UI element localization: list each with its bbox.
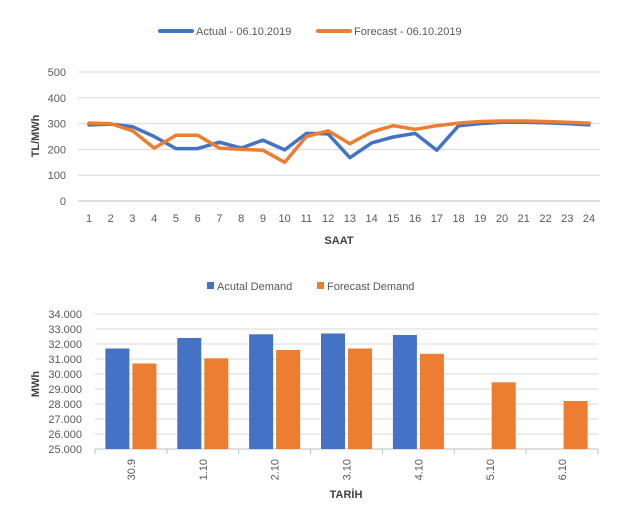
x-tick-label: 18 [452,213,464,225]
x-tick-label: 30.9 [126,459,138,480]
y-tick-label: 0 [60,196,66,208]
x-tick-label: 15 [387,213,399,225]
x-tick-label: 2 [108,213,114,225]
y-tick-label: 31.000 [48,354,82,366]
x-tick-label: 22 [539,213,551,225]
bar-forecast-demand [563,401,588,449]
x-tick-label: 19 [474,213,486,225]
x-tick-label: 13 [344,213,356,225]
y-tick-label: 500 [48,67,66,79]
bar-chart-y-ticks: 25.000 26.000 27.000 28.000 29.000 30.000 31.0… [48,309,82,456]
line-chart: Actual - 06.10.2019 Forecast - 06.10.201… [30,26,600,247]
y-tick-label: 28.000 [48,399,82,411]
y-tick-label: 32.000 [48,339,82,351]
x-tick-label: 3.10 [342,459,354,480]
y-tick-label: 26.000 [48,429,82,441]
bar-forecast-demand [132,363,157,449]
x-tick-label: 20 [496,213,508,225]
bar-chart-x-axis-title: TARİH [330,488,363,501]
x-tick-label: 1 [86,213,92,225]
y-tick-label: 400 [48,93,66,105]
bar-actual-demand [105,348,130,449]
x-tick-label: 1.10 [198,459,210,480]
x-tick-label: 8 [238,213,244,225]
x-tick-label: 21 [518,213,530,225]
bar-chart-y-axis-title: MWh [30,371,42,398]
x-tick-label: 5 [173,213,179,225]
y-tick-label: 200 [48,144,66,156]
legend-label-actual: Actual - 06.10.2019 [196,26,291,38]
series-line-actual [87,120,591,160]
legend-label-forecast: Forecast - 06.10.2019 [354,26,462,38]
x-tick-label: 5.10 [485,459,497,480]
x-tick-label: 4 [151,213,157,225]
x-tick-label: 6.10 [557,459,569,480]
y-tick-label: 27.000 [48,414,82,426]
line-chart-y-axis-title: TL/MWh [30,114,42,157]
x-tick-label: 17 [431,213,443,225]
legend-label-forecast-demand: Forecast Demand [327,281,414,293]
y-tick-label: 33.000 [48,324,82,336]
x-tick-label: 4.10 [413,459,425,480]
bar-actual-demand [249,334,274,450]
x-tick-label: 23 [561,213,573,225]
series-line-forecast [87,119,591,165]
x-tick-label: 24 [583,213,595,225]
x-tick-label: 10 [279,213,291,225]
x-tick-label: 12 [322,213,334,225]
line-chart-series [87,119,591,165]
x-tick-label: 14 [365,213,377,225]
line-chart-gridlines [78,71,600,202]
bar-forecast-demand [276,350,301,449]
y-tick-label: 100 [48,170,66,182]
bar-forecast-demand [204,358,229,450]
bar-actual-demand [392,335,417,449]
bar-chart-legend: Acutal Demand Forecast Demand [207,281,414,293]
x-tick-label: 9 [260,213,266,225]
y-tick-label: 300 [48,119,66,131]
legend-swatch-actual-demand [207,282,214,289]
bar-chart-x-ticks: 30.9 1.10 2.10 3.10 4.10 5.10 6.10 [126,459,569,480]
bar-chart-bars [105,333,588,450]
bar-forecast-demand [419,353,444,450]
y-tick-label: 25.000 [48,444,82,456]
x-tick-label: 16 [409,213,421,225]
y-tick-label: 30.000 [48,369,82,381]
bar-chart: Acutal Demand Forecast Demand 25.000 26.0… [30,281,599,501]
x-tick-label: 6 [195,213,201,225]
bar-forecast-demand [491,382,516,450]
bar-actual-demand [177,338,202,449]
x-tick-label: 11 [301,213,312,225]
legend-label-actual-demand: Acutal Demand [217,281,292,293]
line-chart-y-ticks: 0 100 200 300 400 500 [48,67,66,208]
line-chart-x-ticks: 1 2 3 4 5 6 7 8 9 10 11 12 13 14 15 16 17 18 19 20 21 22 23 24 [86,213,595,225]
bar-chart-gridlines [94,313,599,454]
y-tick-label: 29.000 [48,384,82,396]
x-tick-label: 3 [129,213,135,225]
line-chart-legend: Actual - 06.10.2019 Forecast - 06.10.201… [158,26,462,38]
y-tick-label: 34.000 [48,309,82,321]
x-tick-label: 2.10 [270,459,282,480]
line-chart-x-axis-title: SAAT [324,235,353,247]
x-tick-label: 7 [216,213,222,225]
legend-swatch-forecast-demand [317,282,324,289]
bar-forecast-demand [348,348,372,449]
bar-actual-demand [321,333,345,449]
